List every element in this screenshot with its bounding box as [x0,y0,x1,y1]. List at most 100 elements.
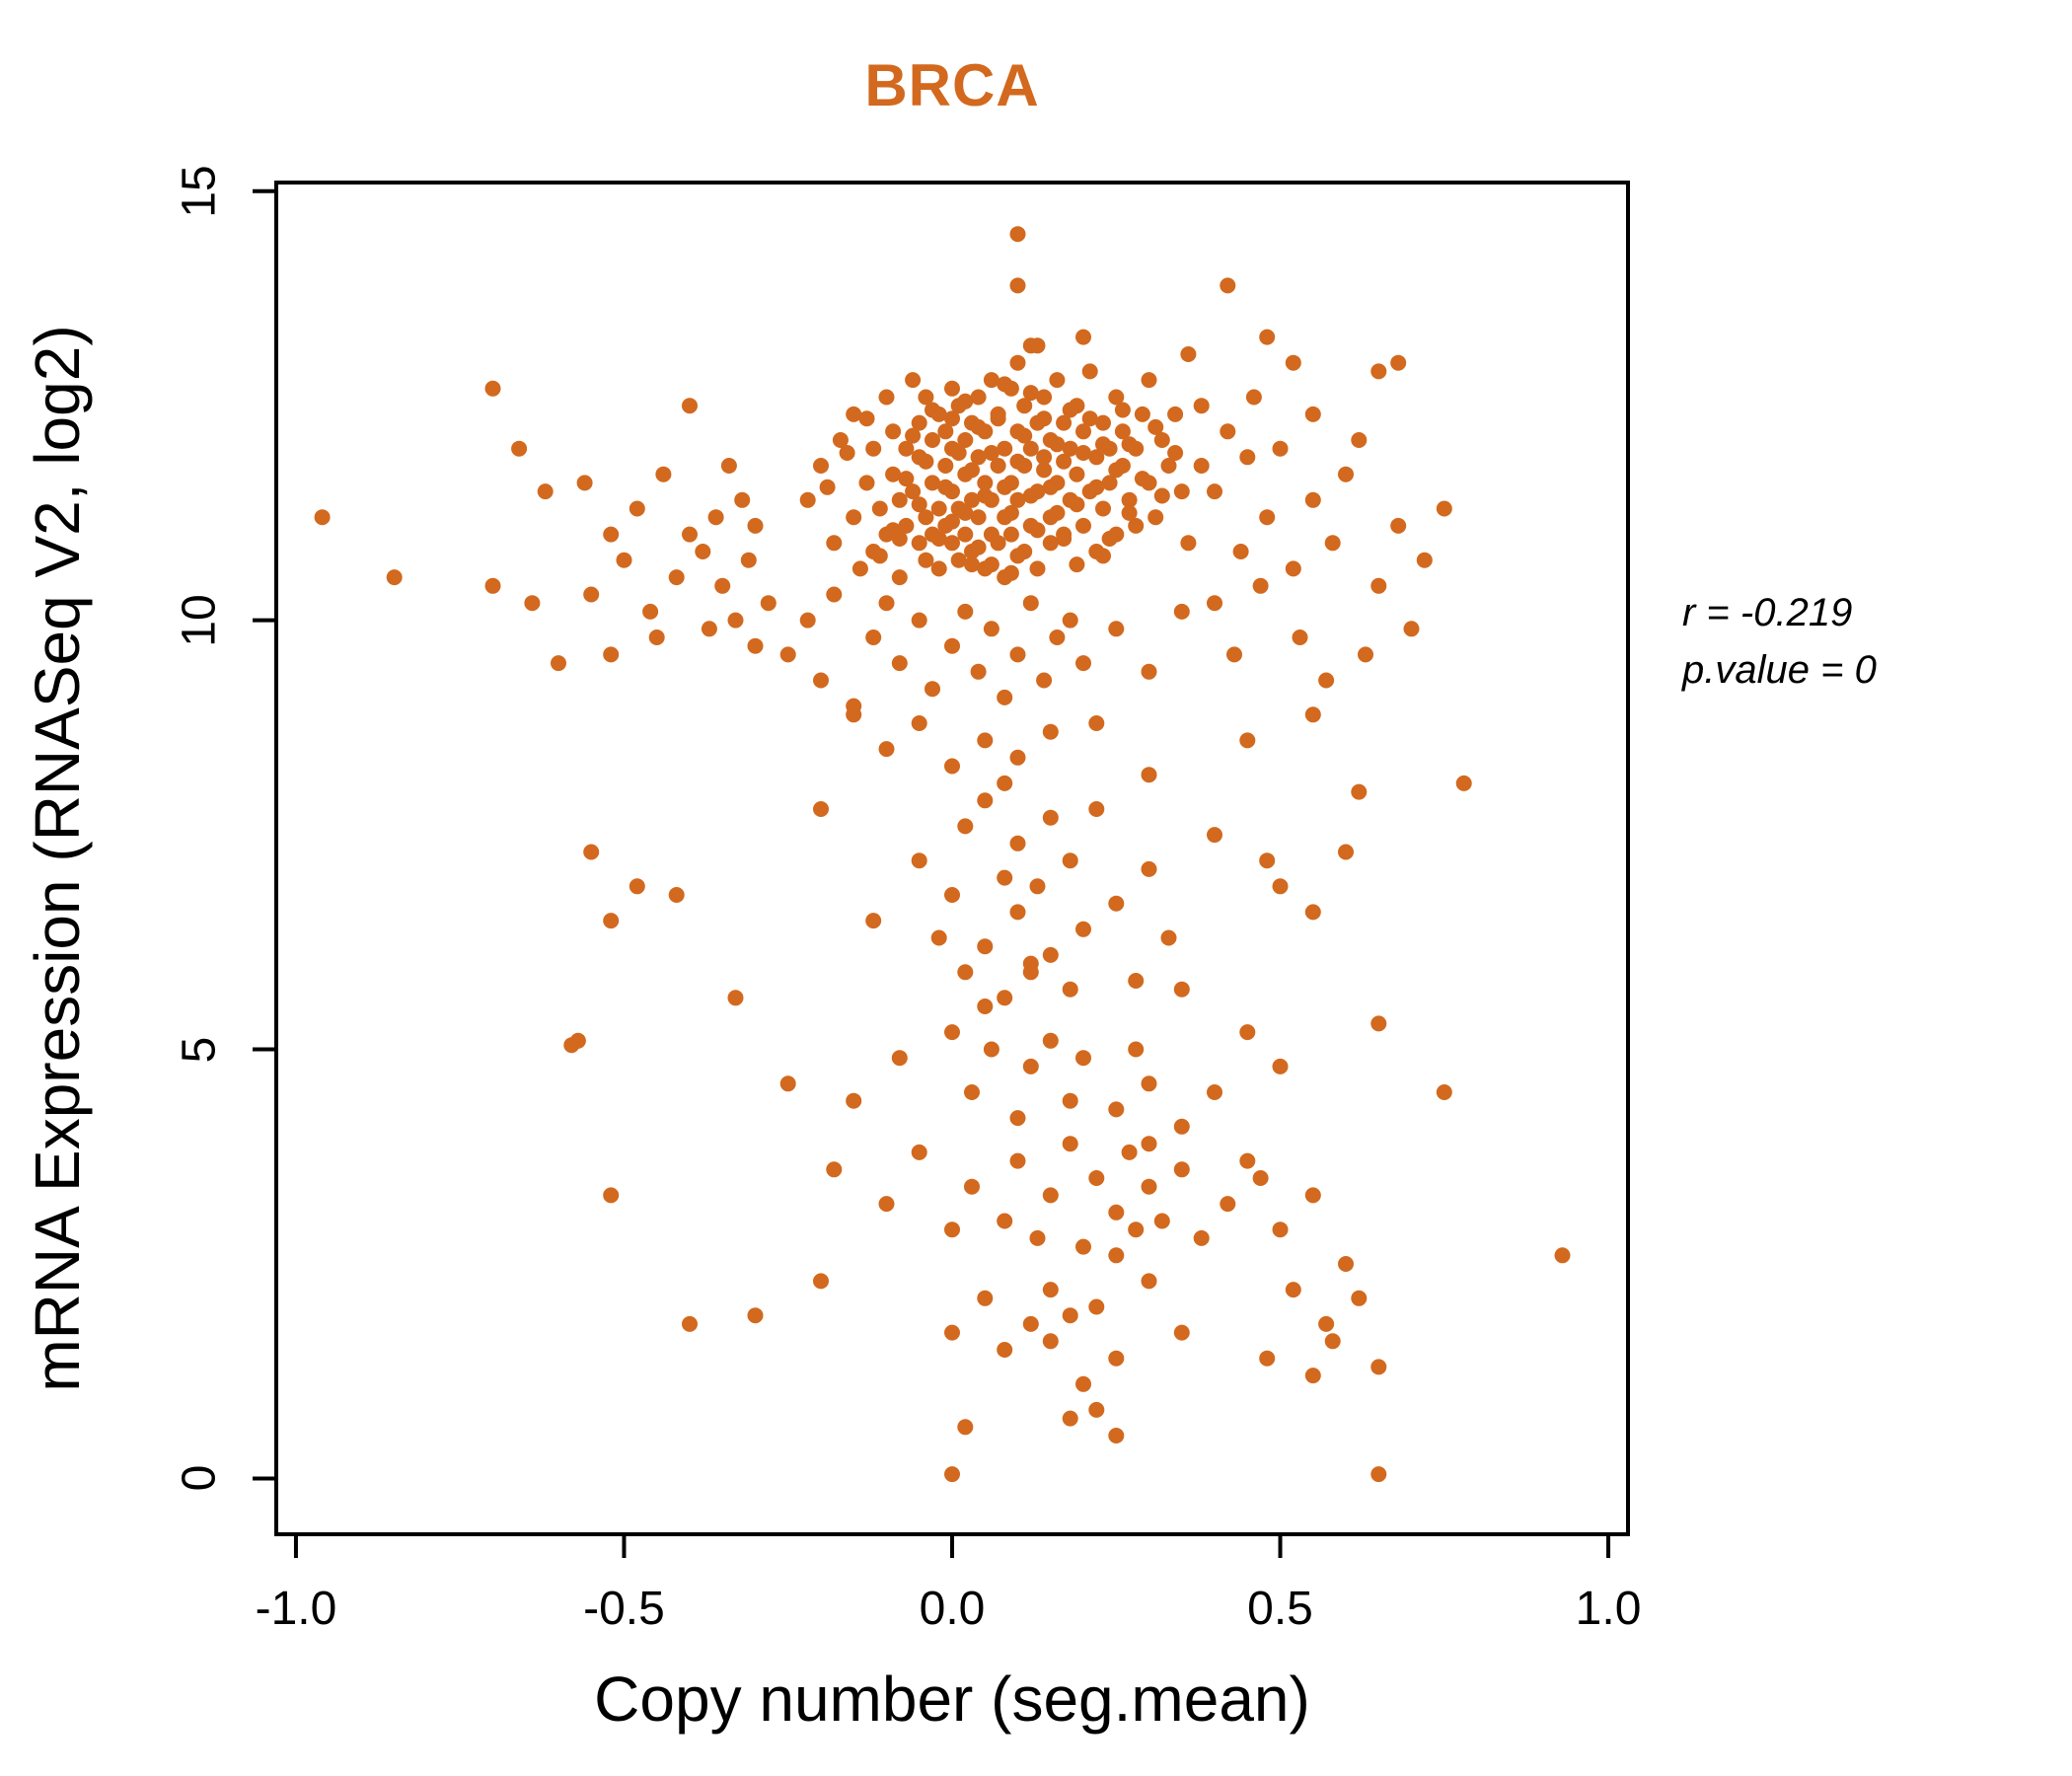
data-point [865,913,882,929]
data-point [1088,449,1105,466]
data-point [1042,1282,1059,1298]
data-point [970,449,987,466]
data-point [1009,354,1026,371]
p-value-text: p.value = 0 [1682,648,1877,692]
data-point [1370,1359,1387,1375]
data-point [1173,603,1190,620]
data-point [1108,1247,1125,1264]
data-point [851,560,868,577]
data-point [1029,560,1046,577]
data-point [1121,504,1138,521]
data-point [970,509,987,526]
data-point [1075,921,1091,937]
data-point [1193,1229,1210,1246]
data-point [858,475,875,491]
data-point [1160,458,1177,474]
data-point [1370,363,1387,380]
data-point [1069,496,1085,513]
data-point [1259,1350,1276,1367]
data-point [911,612,927,629]
data-point [668,569,685,586]
data-point [1088,801,1105,817]
data-point [1390,517,1407,534]
data-point [1220,1196,1236,1213]
data-point [1009,646,1026,663]
data-point [1153,1213,1170,1229]
data-point [970,539,987,555]
data-point [1285,560,1301,577]
data-point [714,577,731,594]
data-point [1121,1144,1138,1160]
data-point [524,595,541,612]
data-point [1022,955,1039,972]
data-point [1016,398,1033,414]
data-point [1016,427,1033,444]
data-point [944,758,960,775]
data-point [983,1041,999,1058]
data-point [885,466,902,482]
data-point [1134,406,1150,422]
data-point [1062,1092,1078,1109]
data-point [865,629,882,645]
data-point [1167,445,1184,461]
data-point [551,655,566,672]
data-point [937,423,954,440]
data-point [944,1466,960,1483]
data-point [511,440,528,457]
data-point [846,1092,862,1109]
data-point [898,517,915,534]
data-point [911,715,927,731]
data-point [1239,1024,1256,1041]
data-point [1036,449,1053,466]
data-point [1108,389,1125,406]
data-point [891,569,908,586]
data-point [832,432,849,448]
data-point [813,1273,829,1290]
data-point [1075,423,1091,440]
data-point [1128,517,1145,534]
data-point [997,990,1013,1006]
data-point [957,393,974,409]
data-point [603,1187,620,1204]
data-point [898,471,915,487]
data-point [1042,479,1059,495]
y-tick-label: 10 [173,593,226,647]
data-point [944,1024,960,1041]
data-point [1075,655,1091,672]
data-point [990,535,1006,552]
data-point [1173,981,1190,998]
data-point [1173,483,1190,500]
data-point [1062,1307,1078,1324]
data-point [1193,398,1210,414]
data-point [878,389,895,406]
x-axis-label: Copy number (seg.mean) [594,1664,1310,1735]
data-point [977,732,994,749]
data-point [957,1419,974,1436]
data-point [1370,577,1387,594]
data-point [891,491,908,508]
data-point [918,509,934,526]
data-point [648,629,665,645]
data-point [1062,402,1078,418]
data-point [997,376,1013,393]
data-point [891,655,908,672]
data-point [846,706,862,723]
data-point [695,544,711,559]
data-point [885,423,902,440]
data-point [990,410,1006,427]
data-point [1153,432,1170,448]
data-point [747,637,764,654]
data-point [760,595,777,612]
data-point [1147,509,1164,526]
data-point [1075,445,1091,461]
data-point [1009,1152,1026,1169]
data-point [911,1144,927,1160]
data-point [898,440,915,457]
data-point [1009,904,1026,921]
data-point [1108,1428,1125,1443]
y-tick-label: 15 [173,164,226,218]
data-point [944,887,960,903]
data-point [957,603,974,620]
data-point [1351,783,1368,800]
data-point [1009,226,1026,243]
